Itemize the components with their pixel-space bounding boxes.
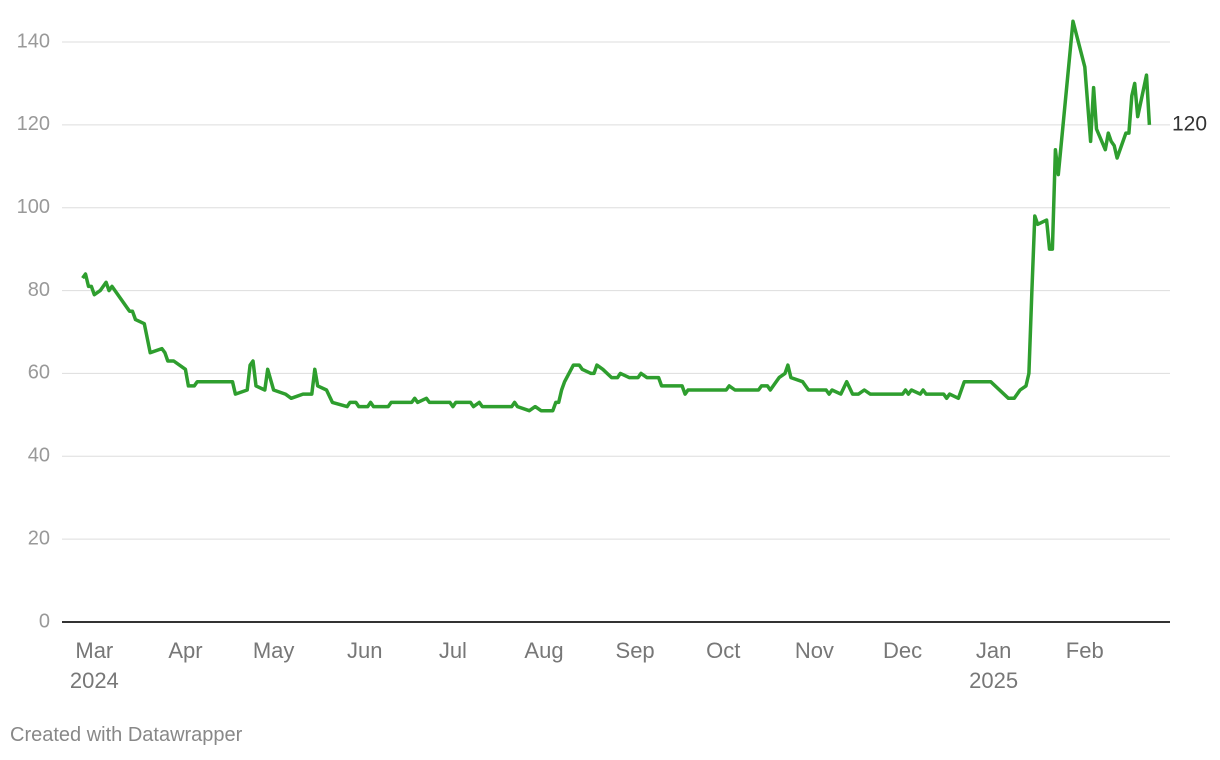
y-tick-label: 100 — [17, 196, 50, 218]
x-tick-label: Mar 2024 — [69, 638, 119, 693]
x-tick-label: Sep — [615, 638, 655, 663]
x-tick-label: Nov — [794, 638, 834, 663]
end-value-label: 120 — [1172, 112, 1207, 135]
x-tick-label: Aug — [524, 638, 564, 663]
x-tick-label: Jul — [438, 638, 467, 663]
x-tick-label: Jan 2025 — [969, 638, 1019, 693]
x-tick-label: Apr — [168, 638, 203, 663]
line — [81, 19, 1152, 413]
x-tick-label: Jun — [346, 638, 383, 663]
y-tick-label: 40 — [28, 445, 50, 467]
y-tick-label: 0 — [39, 610, 50, 632]
x-tick-label: Oct — [706, 638, 741, 663]
x-tick-label: Feb — [1065, 638, 1104, 663]
y-tick-label: 60 — [28, 362, 50, 384]
y-tick-label: 140 — [17, 30, 50, 52]
y-tick-label: 20 — [28, 527, 50, 549]
y-tick-label: 80 — [28, 279, 50, 301]
y-tick-label: 120 — [17, 113, 50, 135]
x-tick-label: Dec — [882, 638, 923, 663]
credit: Created with Datawrapper — [10, 724, 243, 746]
x-tick-label: May — [252, 638, 295, 663]
